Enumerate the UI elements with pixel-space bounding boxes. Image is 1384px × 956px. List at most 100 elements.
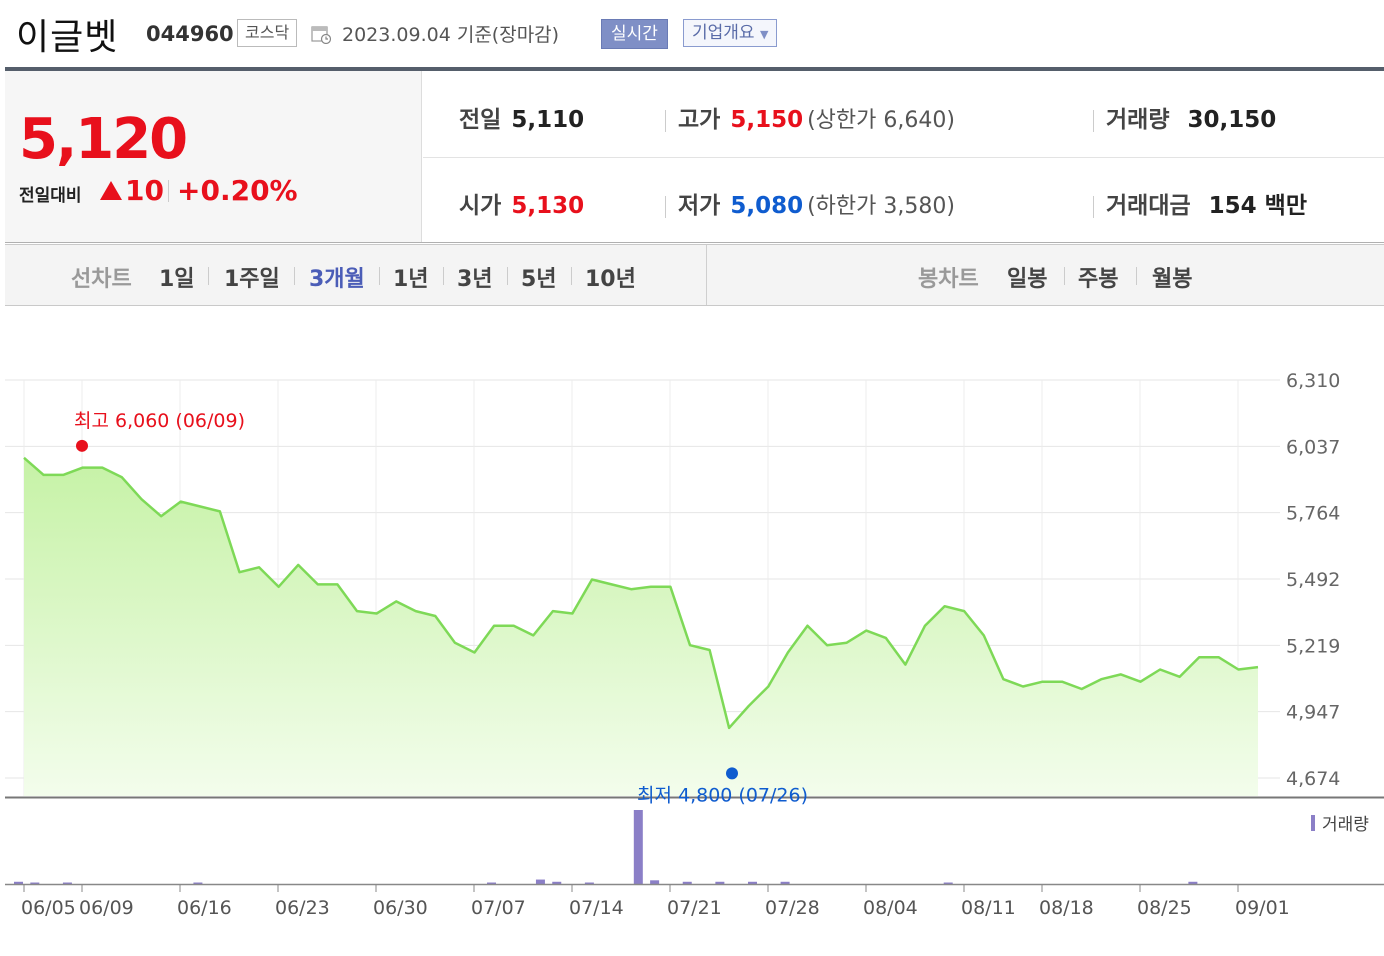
volume-bar	[62, 882, 72, 884]
header-divider	[5, 67, 1384, 71]
price-stats: 전일 5,110 고가 5,150 (상한가 6,640) 거래량 30,150 시가 5…	[423, 71, 1384, 242]
price-chart: 6,310 6,037 5,764 5,492 5,219 4,947 4,674 최고 6…	[5, 370, 1384, 919]
period-divider	[571, 267, 572, 285]
volume-bar	[584, 882, 594, 884]
period-bar-split	[706, 245, 707, 305]
price-line	[23, 456, 1259, 730]
market-badge: 코스닥	[237, 19, 298, 47]
volume-bar	[487, 882, 497, 884]
line-chart-title: 선차트	[71, 267, 132, 292]
volume-legend: 거래량	[1322, 815, 1369, 835]
stat-lower-limit: (하한가 3,580)	[807, 194, 955, 219]
stock-name: 이글벳	[16, 17, 119, 58]
volume-bar	[747, 881, 757, 884]
change-divider	[168, 180, 169, 202]
date-value: 2023.09.04	[342, 24, 451, 46]
period-10y[interactable]: 10년	[585, 267, 636, 292]
period-1d[interactable]: 1일	[159, 267, 195, 292]
candle-daily[interactable]: 일봉	[1007, 267, 1048, 292]
stat-low: 저가 5,080 (하한가 3,580)	[665, 186, 955, 220]
x-tick-label: 07/28	[765, 897, 820, 919]
period-3m[interactable]: 3개월	[309, 267, 365, 292]
period-1y[interactable]: 1년	[393, 267, 429, 292]
stat-upper-limit: (상한가 6,640)	[807, 108, 955, 133]
price-summary: 5,120 전일대비 10 +0.20%	[5, 71, 422, 242]
period-divider	[507, 267, 508, 285]
period-5y[interactable]: 5년	[521, 267, 557, 292]
x-tick-label: 08/25	[1137, 897, 1192, 919]
stat-amount: 거래대금 154 백만	[1093, 186, 1307, 220]
current-price: 5,120	[19, 107, 188, 172]
stat-divider	[1093, 109, 1094, 132]
chevron-down-icon: ▼	[759, 28, 769, 41]
volume-bar	[715, 881, 725, 884]
stat-volume-value: 30,150	[1187, 107, 1277, 133]
x-tick-label: 06/05	[21, 897, 76, 919]
stat-prev-value: 5,110	[511, 107, 585, 133]
volume-bar	[633, 810, 643, 884]
volume-bar	[30, 882, 40, 884]
x-tick-label: 07/21	[667, 897, 722, 919]
x-tick-label: 06/30	[373, 897, 428, 919]
x-tick-label: 07/14	[569, 897, 624, 919]
volume-bar	[535, 879, 545, 884]
y-tick-label: 6,037	[1286, 436, 1340, 458]
price-area	[24, 457, 1258, 796]
stat-open-value: 5,130	[511, 193, 585, 219]
y-tick-label: 4,947	[1286, 702, 1340, 724]
period-3y[interactable]: 3년	[457, 267, 493, 292]
change-label: 전일대비	[19, 186, 82, 206]
stat-high-label: 고가	[678, 107, 721, 133]
y-tick-label: 5,492	[1286, 569, 1340, 591]
volume-bar	[1188, 881, 1198, 884]
stat-open: 시가 5,130	[459, 186, 584, 220]
period-divider	[379, 267, 380, 285]
period-divider	[294, 267, 295, 285]
stat-divider	[1093, 195, 1094, 218]
period-divider	[1064, 267, 1065, 285]
y-tick-label: 4,674	[1286, 768, 1340, 790]
period-divider	[443, 267, 444, 285]
y-tick-label: 6,310	[1286, 370, 1340, 392]
volume-bar	[552, 881, 562, 884]
stat-amount-label: 거래대금	[1106, 193, 1191, 219]
candle-monthly[interactable]: 월봉	[1152, 267, 1193, 292]
volume-legend-swatch	[1311, 815, 1315, 831]
calendar-icon	[311, 26, 331, 44]
company-overview-button[interactable]: 기업개요 ▼	[683, 19, 778, 47]
company-overview-label: 기업개요	[692, 23, 755, 43]
volume-bar	[193, 882, 203, 884]
stat-amount-value: 154 백만	[1208, 193, 1307, 219]
volume-bar	[682, 881, 692, 884]
stat-prev-label: 전일	[459, 107, 502, 133]
candle-weekly[interactable]: 주봉	[1078, 267, 1119, 292]
x-tick-label: 06/09	[79, 897, 134, 919]
stat-prev: 전일 5,110	[459, 100, 584, 134]
y-axis-ticks: 6,310 6,037 5,764 5,492 5,219 4,947 4,674	[1286, 370, 1340, 790]
stat-open-label: 시가	[459, 193, 502, 219]
x-tick-label: 07/07	[471, 897, 526, 919]
x-tick-label: 06/23	[275, 897, 330, 919]
min-annotation: 최저 4,800 (07/26)	[637, 784, 808, 806]
stat-low-value: 5,080	[730, 193, 804, 219]
volume-bar	[780, 881, 790, 884]
y-tick-label: 5,219	[1286, 635, 1340, 657]
stat-divider	[665, 195, 666, 218]
candle-chart-title: 봉차트	[918, 267, 979, 292]
period-divider	[208, 267, 209, 285]
period-1w[interactable]: 1주일	[224, 267, 280, 292]
stat-volume: 거래량 30,150	[1093, 100, 1276, 134]
up-triangle-icon	[100, 181, 122, 200]
x-axis-ticks: 06/05 06/09 06/16 06/23 06/30 07/07 07/14 07/21…	[21, 884, 1290, 919]
realtime-button[interactable]: 실시간	[601, 19, 668, 49]
stat-high-value: 5,150	[730, 107, 804, 133]
stat-low-label: 저가	[678, 193, 721, 219]
base-date: 2023.09.04 기준(장마감)	[342, 20, 559, 47]
stock-header: 이글벳 044960 코스닥 2023.09.04 기준(장마감) 실시간 기업…	[0, 0, 1384, 68]
stat-divider	[665, 109, 666, 132]
volume-bars	[14, 810, 1198, 884]
stock-code: 044960	[146, 22, 234, 46]
stat-high: 고가 5,150 (상한가 6,640)	[665, 100, 955, 134]
period-bar: 선차트 1일 1주일 3개월 1년 3년 5년 10년 봉차트 일봉 주봉 월봉	[5, 244, 1384, 306]
stats-row-divider	[423, 157, 1384, 158]
